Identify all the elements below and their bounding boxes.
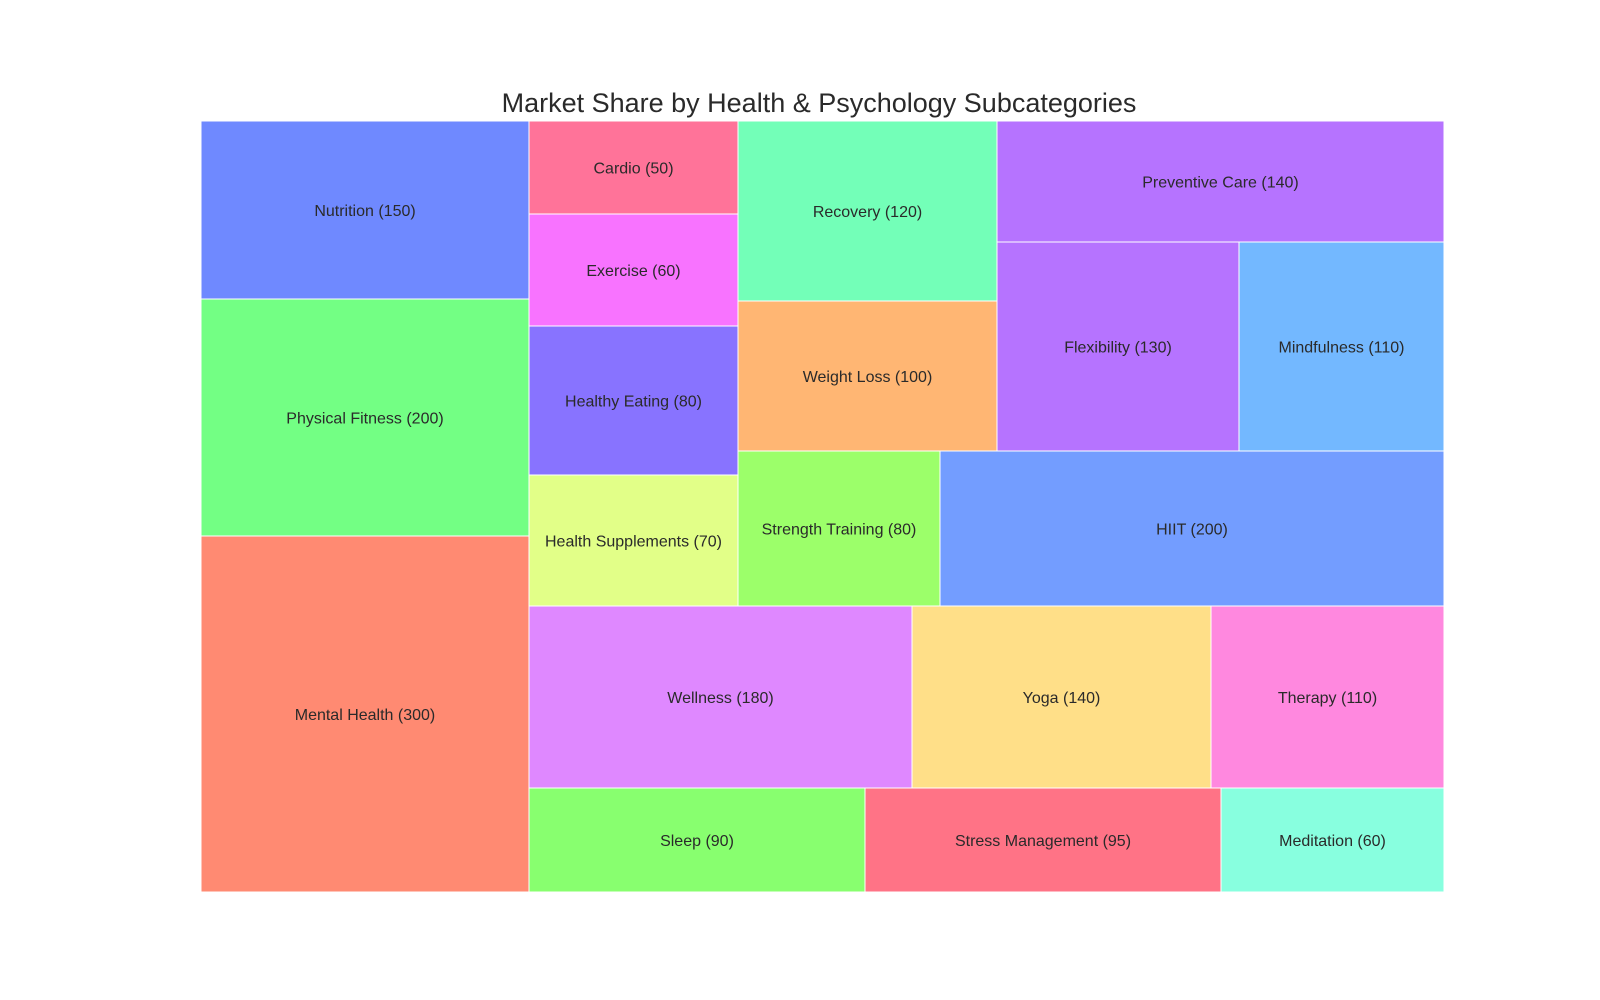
tile-rect-therapy[interactable] <box>1210 605 1445 789</box>
tile-label-health-supplements: Health Supplements (70) <box>545 534 722 551</box>
tile-strength-training[interactable]: Strength Training (80) <box>737 450 941 607</box>
tile-therapy[interactable]: Therapy (110) <box>1210 605 1445 789</box>
tile-stress-management[interactable]: Stress Management (95) <box>864 787 1222 893</box>
tile-label-therapy: Therapy (110) <box>1278 690 1377 707</box>
tile-label-flexibility: Flexibility (130) <box>1064 340 1172 357</box>
tile-weight-loss[interactable]: Weight Loss (100) <box>737 300 998 452</box>
tile-label-recovery: Recovery (120) <box>813 204 922 221</box>
tile-health-supplements[interactable]: Health Supplements (70) <box>528 474 739 607</box>
tile-rect-health-supplements[interactable] <box>528 474 739 607</box>
tile-label-weight-loss: Weight Loss (100) <box>803 369 933 386</box>
tile-yoga[interactable]: Yoga (140) <box>911 605 1212 789</box>
chart-title: Market Share by Health & Psychology Subc… <box>502 88 1137 118</box>
tile-label-hiit: HIIT (200) <box>1156 522 1228 539</box>
tile-rect-recovery[interactable] <box>737 120 998 302</box>
tile-rect-strength-training[interactable] <box>737 450 941 607</box>
tile-physical-fitness[interactable]: Physical Fitness (200) <box>200 298 530 537</box>
tile-label-yoga: Yoga (140) <box>1023 690 1101 707</box>
tile-label-nutrition: Nutrition (150) <box>314 203 415 220</box>
tile-hiit[interactable]: HIIT (200) <box>939 450 1445 607</box>
tile-label-strength-training: Strength Training (80) <box>762 522 917 539</box>
tile-label-sleep: Sleep (90) <box>660 833 734 850</box>
tile-label-mental-health: Mental Health (300) <box>295 707 436 724</box>
tile-label-healthy-eating: Healthy Eating (80) <box>565 394 702 411</box>
treemap-tiles: Nutrition (150) Physical Fitness (200) Men… <box>200 120 1445 893</box>
tile-rect-nutrition[interactable] <box>200 120 530 300</box>
tile-label-physical-fitness: Physical Fitness (200) <box>286 411 443 428</box>
tile-mental-health[interactable]: Mental Health (300) <box>200 535 530 893</box>
tile-rect-mindfulness[interactable] <box>1238 241 1445 452</box>
tile-rect-stress-management[interactable] <box>864 787 1222 893</box>
tile-rect-mental-health[interactable] <box>200 535 530 893</box>
tile-exercise[interactable]: Exercise (60) <box>528 213 739 327</box>
tile-label-stress-management: Stress Management (95) <box>955 833 1131 850</box>
tile-label-meditation: Meditation (60) <box>1279 833 1386 850</box>
tile-meditation[interactable]: Meditation (60) <box>1220 787 1445 893</box>
tile-rect-exercise[interactable] <box>528 213 739 327</box>
tile-sleep[interactable]: Sleep (90) <box>528 787 866 893</box>
tile-label-mindfulness: Mindfulness (110) <box>1279 340 1405 357</box>
tile-rect-hiit[interactable] <box>939 450 1445 607</box>
tile-label-cardio: Cardio (50) <box>593 161 673 178</box>
tile-rect-physical-fitness[interactable] <box>200 298 530 537</box>
tile-cardio[interactable]: Cardio (50) <box>528 120 739 215</box>
tile-mindfulness[interactable]: Mindfulness (110) <box>1238 241 1445 452</box>
tile-rect-meditation[interactable] <box>1220 787 1445 893</box>
tile-preventive-care[interactable]: Preventive Care (140) <box>996 120 1445 243</box>
tile-nutrition[interactable]: Nutrition (150) <box>200 120 530 300</box>
tile-rect-yoga[interactable] <box>911 605 1212 789</box>
tile-rect-wellness[interactable] <box>528 605 913 789</box>
tile-rect-preventive-care[interactable] <box>996 120 1445 243</box>
tile-recovery[interactable]: Recovery (120) <box>737 120 998 302</box>
tile-label-wellness: Wellness (180) <box>667 690 773 707</box>
tile-rect-cardio[interactable] <box>528 120 739 215</box>
tile-flexibility[interactable]: Flexibility (130) <box>996 241 1240 452</box>
tile-label-exercise: Exercise (60) <box>586 263 680 280</box>
tile-rect-sleep[interactable] <box>528 787 866 893</box>
tile-wellness[interactable]: Wellness (180) <box>528 605 913 789</box>
tile-rect-healthy-eating[interactable] <box>528 325 739 476</box>
tile-healthy-eating[interactable]: Healthy Eating (80) <box>528 325 739 476</box>
tile-label-preventive-care: Preventive Care (140) <box>1142 175 1299 192</box>
